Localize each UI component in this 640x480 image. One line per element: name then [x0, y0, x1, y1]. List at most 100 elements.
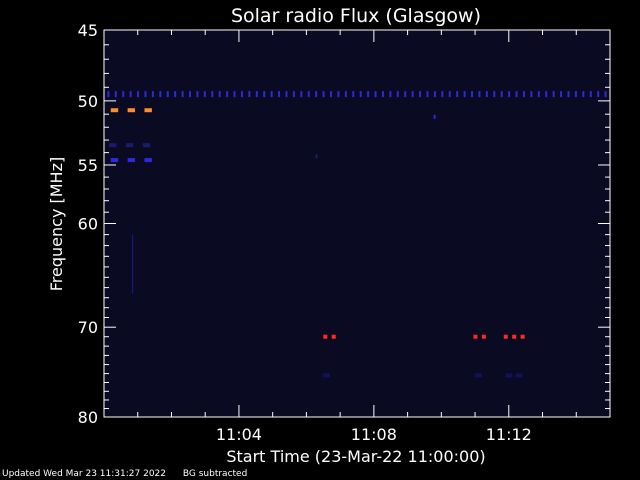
flux-dot — [441, 91, 444, 98]
x-tick-label: 11:08 — [351, 425, 397, 444]
flux-dot — [114, 91, 117, 98]
flux-dot — [218, 91, 221, 98]
flux-dash — [127, 108, 136, 113]
flux-dot — [485, 91, 488, 98]
updated-timestamp: Updated Wed Mar 23 11:31:27 2022 — [2, 469, 166, 479]
flux-dot — [337, 91, 340, 98]
flux-dash — [142, 143, 151, 148]
y-axis: 45 50 55 60 70 80 — [78, 21, 610, 427]
flux-dash — [475, 373, 482, 378]
flux-dot — [433, 91, 436, 98]
flux-dash — [144, 108, 152, 113]
flux-blip — [315, 154, 318, 159]
flux-dot — [589, 91, 592, 98]
flux-dot — [174, 91, 177, 98]
flux-dot — [255, 91, 258, 98]
flux-dash — [473, 334, 478, 339]
flux-dot — [537, 91, 540, 98]
flux-dot — [404, 91, 407, 98]
footer: Updated Wed Mar 23 11:31:27 2022 BG subt… — [2, 469, 261, 479]
flux-dot — [315, 91, 318, 98]
y-tick-label: 55 — [78, 156, 98, 175]
flux-dot — [359, 91, 362, 98]
flux-dot — [545, 91, 548, 98]
flux-dash — [110, 108, 119, 113]
flux-dash — [127, 158, 136, 163]
flux-dash — [481, 334, 486, 339]
flux-dot — [426, 91, 429, 98]
x-axis-label: Start Time (23-Mar-22 11:00:00) — [226, 447, 485, 466]
flux-dash — [125, 143, 134, 148]
flux-dot — [226, 91, 229, 98]
x-tick-label: 11:04 — [216, 425, 262, 444]
flux-dot — [137, 91, 140, 98]
flux-dot — [604, 91, 607, 98]
chart-title: Solar radio Flux (Glasgow) — [231, 5, 481, 27]
flux-dot — [285, 91, 288, 98]
flux-dot — [322, 91, 325, 98]
flux-dot — [448, 91, 451, 98]
flux-dot — [567, 91, 570, 98]
flux-dot — [248, 91, 251, 98]
flux-dot — [330, 91, 333, 98]
flux-dot — [374, 91, 377, 98]
flux-dot — [456, 91, 459, 98]
flux-dot — [181, 91, 184, 98]
y-tick-label: 45 — [78, 21, 98, 40]
flux-dot — [129, 91, 132, 98]
y-tick-label: 70 — [78, 318, 98, 337]
flux-dot — [508, 91, 511, 98]
flux-dot — [522, 91, 525, 98]
flux-dot — [166, 91, 169, 98]
flux-dot — [411, 91, 414, 98]
flux-dash — [144, 158, 152, 163]
flux-dot — [189, 91, 192, 98]
flux-dot — [307, 91, 310, 98]
flux-dot — [151, 91, 154, 98]
flux-dot — [389, 91, 392, 98]
flux-dot — [582, 91, 585, 98]
y-axis-label: Frequency [MHz] — [47, 157, 66, 291]
flux-dot — [493, 91, 496, 98]
flux-dot — [396, 91, 399, 98]
plot-background — [104, 30, 610, 417]
flux-dash — [503, 334, 508, 339]
y-tick-label: 60 — [78, 215, 98, 234]
flux-dot — [300, 91, 303, 98]
y-tick-label: 80 — [78, 408, 98, 427]
x-axis: 11:04 11:08 11:12 — [137, 30, 577, 444]
flux-dash — [520, 334, 525, 339]
flux-dot — [144, 91, 147, 98]
flux-dot — [203, 91, 206, 98]
flux-dash — [512, 334, 517, 339]
flux-blip — [433, 114, 436, 119]
flux-dot — [471, 91, 474, 98]
flux-dot — [597, 91, 600, 98]
flux-dot — [560, 91, 563, 98]
flux-dot — [500, 91, 503, 98]
y-tick-label: 50 — [78, 92, 98, 111]
flux-dot — [381, 91, 384, 98]
background-note: BG subtracted — [182, 469, 248, 479]
flux-dot — [278, 91, 281, 98]
flux-dash — [515, 373, 523, 378]
flux-dash — [323, 373, 331, 378]
flux-dot — [159, 91, 162, 98]
flux-dot — [344, 91, 347, 98]
flux-dot — [515, 91, 518, 98]
flux-dot — [211, 91, 214, 98]
flux-dot — [270, 91, 273, 98]
flux-dash — [323, 334, 328, 339]
flux-dot — [530, 91, 533, 98]
flux-dot — [419, 91, 422, 98]
flux-dash — [110, 158, 119, 163]
flux-dash — [331, 334, 336, 339]
flux-dot — [292, 91, 295, 98]
flux-dot — [107, 91, 110, 98]
flux-dot — [352, 91, 355, 98]
flux-dot — [478, 91, 481, 98]
flux-dot — [574, 91, 577, 98]
spectrogram-features — [107, 91, 607, 378]
flux-dot — [233, 91, 236, 98]
